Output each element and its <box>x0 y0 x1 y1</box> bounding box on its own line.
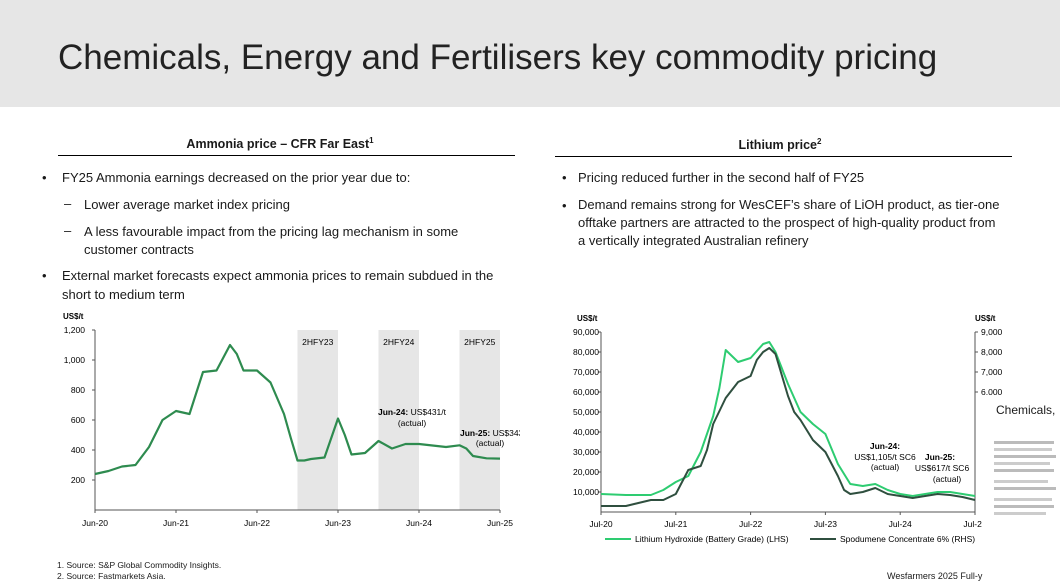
x-tick-label: Jun-20 <box>82 518 108 528</box>
spodumene-series-line <box>601 347 976 507</box>
footer-text: Wesfarmers 2025 Full-y <box>887 571 983 581</box>
y-tick-label: 1,200 <box>64 325 86 335</box>
ammonia-series-line <box>94 343 501 476</box>
ammonia-sub-2-cont: customer contracts <box>84 242 194 257</box>
shaded-period <box>378 330 419 510</box>
legend-label-lithium-hydroxide: Lithium Hydroxide (Battery Grade) (LHS) <box>635 534 789 544</box>
shaded-period-label: 2HFY25 <box>464 337 495 347</box>
y-tick-label: 40,000 <box>573 427 599 437</box>
overlay-title: Chemicals, <box>996 403 1056 417</box>
ammonia-chart: 2HFY23 2HFY24 2HFY25 US$/t 200 400 600 800 1,000… <box>63 312 520 528</box>
ammonia-heading-rule <box>58 155 515 156</box>
x-tick-label: Jun-22 <box>244 518 270 528</box>
dash-marker: – <box>64 196 72 211</box>
annotation-jun24-sub: (actual) <box>398 418 427 428</box>
y-tick-label: 90,000 <box>573 327 599 337</box>
shaded-period-label: 2HFY24 <box>383 337 414 347</box>
y-tick-label: 1,000 <box>64 355 86 365</box>
overlay-lines <box>988 437 1060 519</box>
annotation-jun25-value: US$617/t SC6 <box>915 463 970 473</box>
legend-label-spodumene: Spodumene Concentrate 6% (RHS) <box>840 534 975 544</box>
lithium-bullet-2-cont: offtake partners are attracted to the pr… <box>578 215 996 230</box>
ammonia-heading-text: Ammonia price – CFR Far East <box>186 137 370 152</box>
shaded-period <box>297 330 338 510</box>
y-tick-label: 400 <box>71 445 85 455</box>
lithium-chart: US$/t US$/t 10,000 20,000 30,000 40,000 50,000… <box>573 314 1003 544</box>
x-tick-label: Jul-25 <box>963 519 986 529</box>
annotation-jun25-label: Jun-25: <box>925 452 955 462</box>
y-tick-label: 50,000 <box>573 407 599 417</box>
bullet-marker: • <box>42 268 47 283</box>
lithium-hydroxide-series-line <box>600 341 976 497</box>
y-tick-label: 80,000 <box>573 347 599 357</box>
x-tick-label: Jun-25 <box>487 518 513 528</box>
y-tick-label: 800 <box>71 385 85 395</box>
y-tick-label-right: 9,000 <box>981 327 1003 337</box>
lithium-bullet-2: Demand remains strong for WesCEF’s share… <box>578 197 1000 212</box>
lithium-heading-rule <box>555 156 1012 157</box>
annotation-jun25-sub: (actual) <box>933 474 962 484</box>
footnote-1: 1. Source: S&P Global Commodity Insights… <box>57 560 222 570</box>
bullet-marker: • <box>562 170 567 185</box>
y-tick-label-right: 6,000 <box>981 387 1003 397</box>
ammonia-bullet-2: External market forecasts expect ammonia… <box>62 268 494 283</box>
annotation-jun24-sub: (actual) <box>871 462 900 472</box>
y-tick-label: 70,000 <box>573 367 599 377</box>
x-tick-label: Jul-23 <box>814 519 837 529</box>
y-tick-label: 60,000 <box>573 387 599 397</box>
y-tick-label: 600 <box>71 415 85 425</box>
y-tick-label: 10,000 <box>573 487 599 497</box>
ammonia-sub-1: Lower average market index pricing <box>84 197 290 212</box>
y-tick-label: 200 <box>71 475 85 485</box>
shaded-period-label: 2HFY23 <box>302 337 333 347</box>
shaded-period <box>459 330 500 510</box>
lithium-bullet-2-cont2: a vertically integrated Australian refin… <box>578 233 809 248</box>
bullet-marker: • <box>562 198 567 213</box>
x-tick-label: Jul-20 <box>589 519 612 529</box>
page-title: Chemicals, Energy and Fertilisers key co… <box>58 38 938 77</box>
lithium-bullet-1: Pricing reduced further in the second ha… <box>578 170 865 185</box>
y-axis-label-left: US$/t <box>577 314 598 323</box>
annotation-jun24-value: US$1,105/t SC6 <box>854 452 916 462</box>
y-tick-label-right: 8,000 <box>981 347 1003 357</box>
x-tick-label: Jul-22 <box>739 519 762 529</box>
x-tick-label: Jul-24 <box>889 519 912 529</box>
header-band <box>0 0 1060 107</box>
x-tick-label: Jun-21 <box>163 518 189 528</box>
ammonia-bullet-1: FY25 Ammonia earnings decreased on the p… <box>62 170 411 185</box>
ammonia-bullet-2-cont: short to medium term <box>62 287 185 302</box>
lithium-heading-text: Lithium price <box>738 138 818 153</box>
y-axis-label: US$/t <box>63 312 84 321</box>
ammonia-sub-2: A less favourable impact from the pricin… <box>84 224 459 239</box>
y-tick-label: 20,000 <box>573 467 599 477</box>
x-tick-label: Jun-24 <box>406 518 432 528</box>
overlay-panel: Chemicals, <box>982 395 1060 555</box>
ammonia-heading: Ammonia price – CFR Far East1 <box>150 136 410 151</box>
footnote-2: 2. Source: Fastmarkets Asia. <box>57 571 166 581</box>
annotation-jun25: Jun-25: US$343/t <box>460 428 520 438</box>
y-axis-label-right: US$/t <box>975 314 996 323</box>
dash-marker: – <box>64 223 72 238</box>
y-tick-label-right: 7,000 <box>981 367 1003 377</box>
y-tick-label: 30,000 <box>573 447 599 457</box>
x-tick-label: Jul-21 <box>664 519 687 529</box>
annotation-jun24: Jun-24: US$431/t <box>378 407 447 417</box>
ammonia-heading-sup: 1 <box>369 136 374 145</box>
annotation-jun24-label: Jun-24: <box>870 441 900 451</box>
lithium-heading-sup: 2 <box>817 137 822 146</box>
bullet-marker: • <box>42 170 47 185</box>
annotation-jun25-sub: (actual) <box>476 438 505 448</box>
lithium-heading: Lithium price2 <box>700 137 860 152</box>
x-tick-label: Jun-23 <box>325 518 351 528</box>
